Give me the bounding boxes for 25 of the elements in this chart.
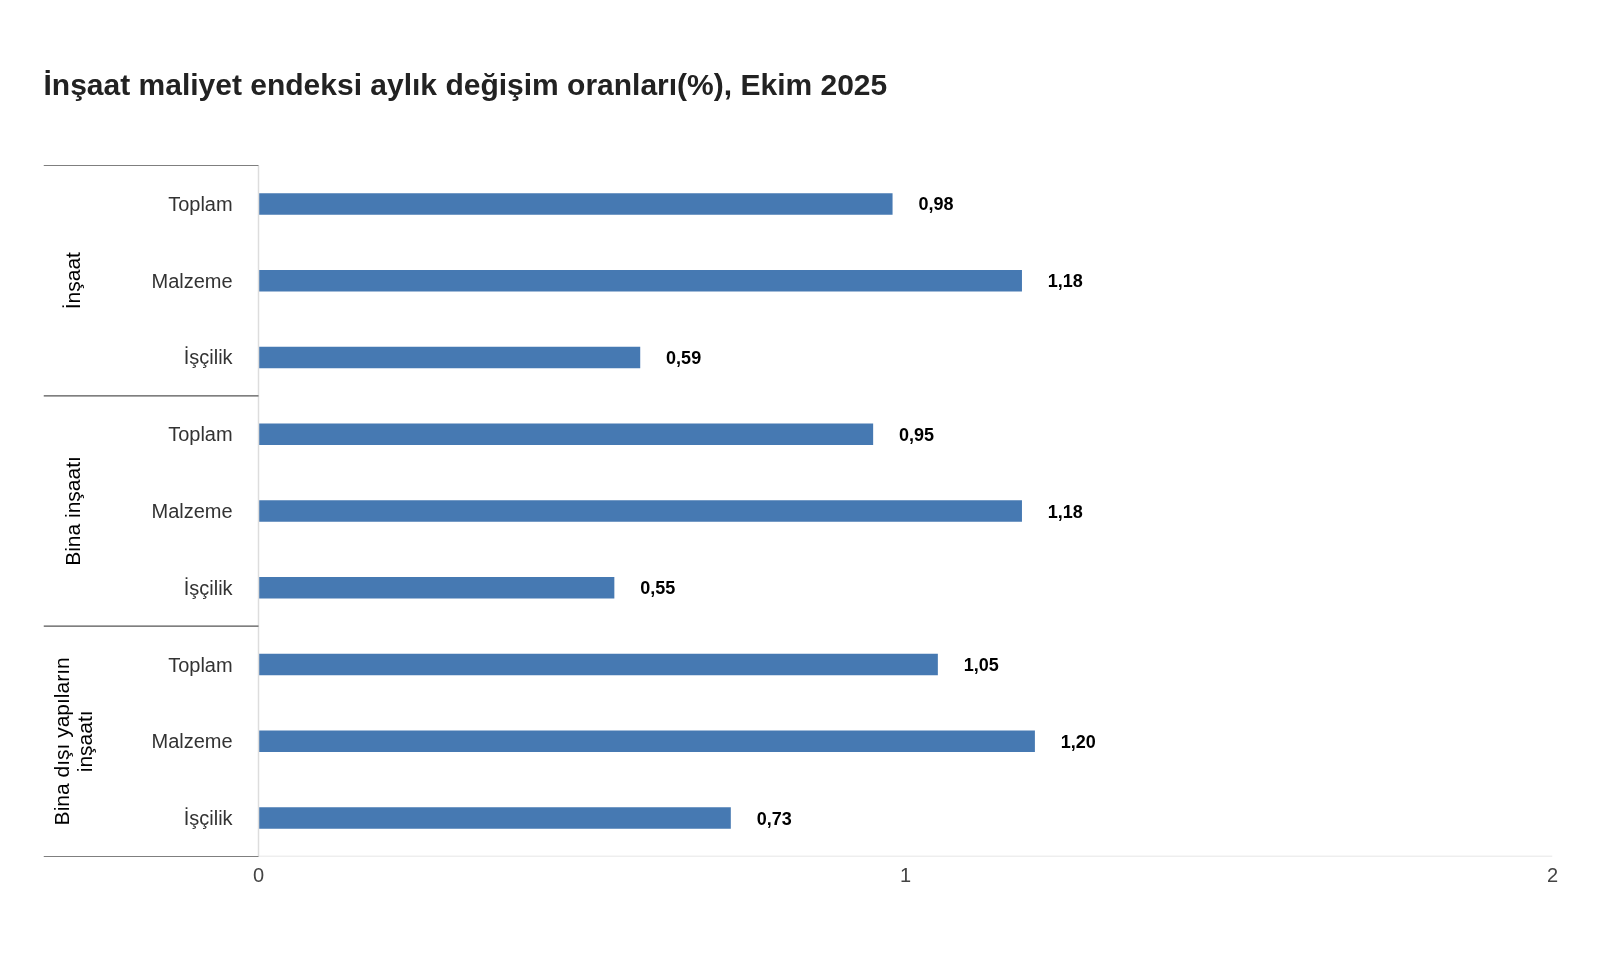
y-tick-label: Malzeme bbox=[151, 730, 233, 753]
data-label: 1,18 bbox=[1047, 271, 1083, 292]
data-label: 1,05 bbox=[963, 655, 999, 676]
chart-title: İnşaat maliyet endeksi aylık değişim oranları(%), Ekim 2025 bbox=[43, 67, 888, 101]
y-tick-label: Toplam bbox=[168, 423, 233, 446]
y-tick-label: Toplam bbox=[168, 653, 233, 676]
text: Bina inşaatı bbox=[61, 456, 85, 566]
text: Bina dışı yapıların inşaatı bbox=[49, 657, 96, 826]
y-tick-label: Toplam bbox=[168, 192, 233, 215]
y-tick-label: Malzeme bbox=[151, 500, 233, 522]
data-label: 0,98 bbox=[918, 194, 954, 215]
y-tick-label: Malzeme bbox=[151, 269, 233, 292]
data-label: 1,20 bbox=[1060, 731, 1096, 752]
text: İnşaat bbox=[61, 251, 85, 310]
data-label: 0,95 bbox=[899, 424, 935, 445]
x-tick-label: 0 bbox=[252, 863, 265, 886]
y-tick-label: İşçilik bbox=[183, 807, 234, 830]
data-label: 0,73 bbox=[756, 808, 792, 829]
data-label: 0,59 bbox=[666, 347, 702, 368]
x-tick-label: 1 bbox=[899, 863, 912, 886]
data-label: 0,55 bbox=[640, 578, 676, 599]
y-tick-label: İşçilik bbox=[183, 576, 234, 599]
data-label: 1,18 bbox=[1047, 501, 1083, 522]
x-tick-label: 2 bbox=[1546, 863, 1559, 886]
y-tick-label: İşçilik bbox=[183, 346, 234, 369]
